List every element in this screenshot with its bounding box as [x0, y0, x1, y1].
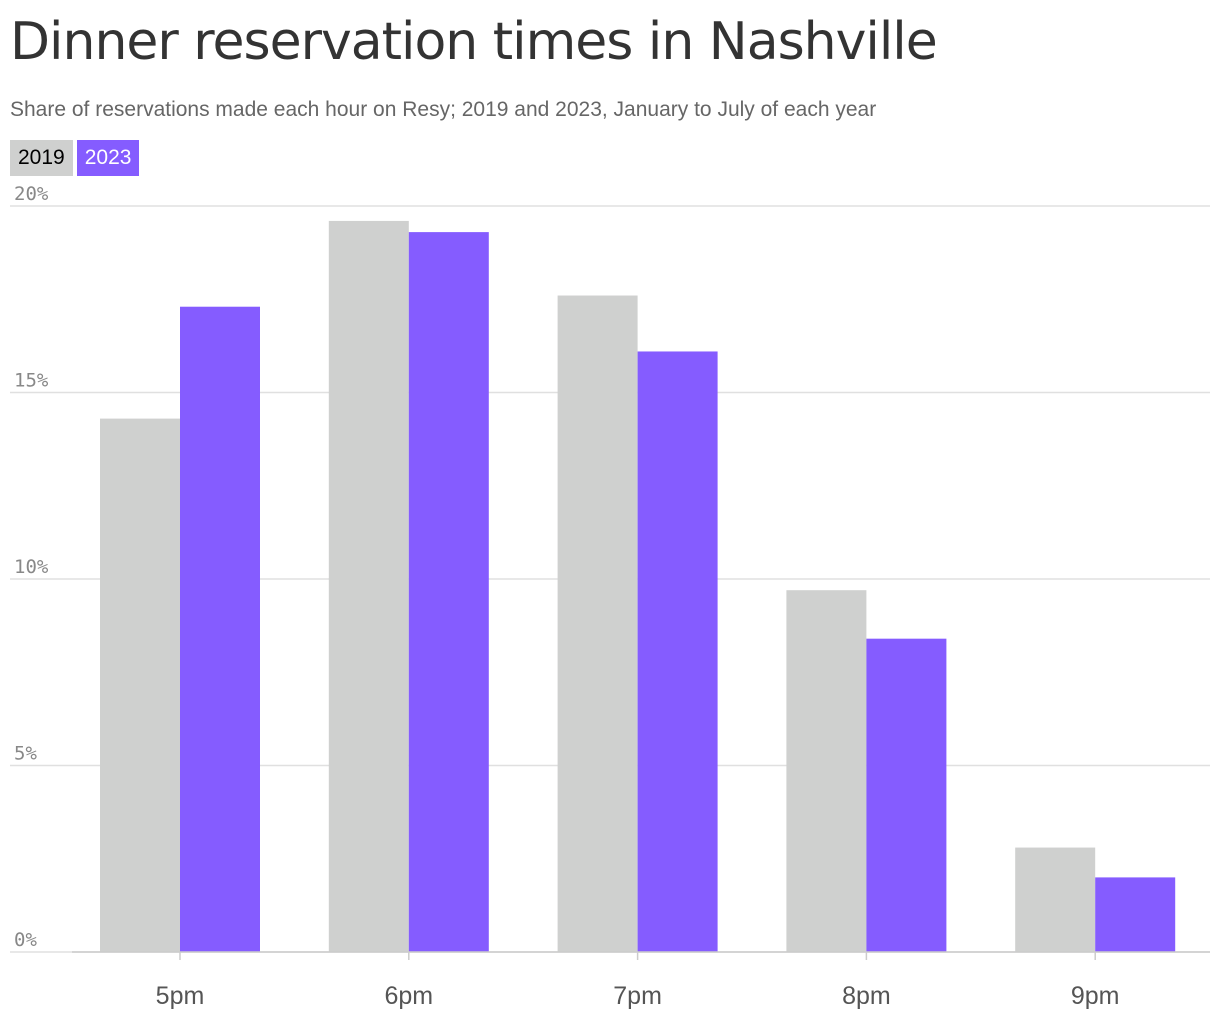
x-tick-label: 9pm	[1071, 982, 1120, 1010]
bar-2023-6pm	[408, 232, 489, 953]
bar-2019-8pm	[786, 590, 867, 952]
bar-2023-7pm	[637, 351, 718, 953]
bar-2019-6pm	[328, 220, 409, 953]
legend: 2019 2023	[10, 140, 140, 176]
bar-2023-5pm	[180, 306, 260, 953]
y-tick-label: 20%	[14, 183, 49, 205]
bar-2019-7pm	[557, 295, 638, 952]
chart-title: Dinner reservation times in Nashville	[10, 12, 938, 72]
x-tick-label: 5pm	[156, 982, 205, 1010]
y-tick-label: 10%	[14, 556, 49, 578]
x-tick-label: 8pm	[842, 982, 891, 1010]
bar-2019-9pm	[1015, 847, 1096, 952]
bar-2023-8pm	[866, 638, 947, 952]
bar-2019-5pm	[100, 418, 180, 952]
chart-subtitle: Share of reservations made each hour on …	[10, 98, 877, 121]
y-tick-label: 0%	[14, 929, 37, 951]
legend-item-2019: 2019	[10, 140, 73, 176]
legend-item-2023: 2023	[76, 140, 140, 176]
x-tick-label: 7pm	[613, 982, 662, 1010]
bar-2023-9pm	[1095, 877, 1176, 952]
x-tick-label: 6pm	[384, 982, 433, 1010]
y-tick-label: 5%	[14, 743, 37, 765]
y-tick-label: 15%	[14, 370, 49, 392]
